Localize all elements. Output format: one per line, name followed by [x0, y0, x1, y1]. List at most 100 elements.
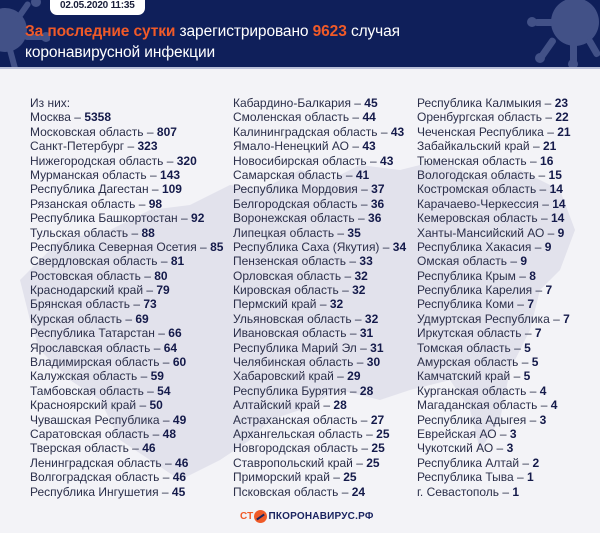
virus-decoration-icon	[527, 0, 600, 67]
list-item: Санкт-Петербург – 323	[30, 139, 158, 154]
list-item: Вологодская область – 15	[417, 167, 562, 182]
list-item: Волгоградская область – 46	[30, 470, 187, 485]
list-item: Удмуртская Республика – 7	[417, 311, 570, 326]
list-item: Новосибирская область – 43	[233, 153, 394, 168]
list-item: Рязанская область – 98	[30, 196, 163, 211]
list-item: Республика Калмыкия – 23	[417, 96, 569, 110]
list-item: Москва – 5358	[30, 110, 112, 125]
list-item: Псковская область – 24	[233, 484, 366, 499]
list-item: Республика Северная Осетия – 85	[30, 239, 224, 254]
list-item: Магаданская область – 4	[417, 398, 558, 413]
list-item: Республика Татарстан – 66	[30, 326, 182, 341]
list-item: Мурманская область – 143	[30, 167, 181, 182]
list-item: Воронежская область – 36	[233, 211, 382, 226]
logo-suffix: ПКОРОНАВИРУС.РФ	[268, 511, 374, 522]
list-item: Смоленская область – 44	[233, 110, 376, 125]
list-item: Саратовская область – 48	[30, 426, 176, 441]
list-item: Липецкая область – 35	[233, 225, 361, 240]
column-2: Кабардино-Балкария – 45 Смоленская облас…	[233, 96, 406, 499]
virus-decoration-icon	[0, 0, 50, 67]
list-item: Чеченская Республика – 21	[417, 124, 571, 139]
list-item: Архангельская область – 25	[233, 426, 390, 441]
list-item: Республика Тыва – 1	[417, 470, 534, 485]
column-3: Республика Калмыкия – 23 Оренбургская об…	[417, 96, 571, 499]
list-item: Ярославская область – 64	[30, 340, 178, 355]
stop-virus-icon	[254, 510, 268, 523]
list-item: Московская область – 807	[30, 124, 177, 139]
list-item: Республика Крым – 8	[417, 268, 536, 283]
list-item: Кабардино-Балкария – 45	[233, 96, 378, 110]
headline-mid: зарегистрировано	[175, 23, 313, 40]
stopcoronavirus-logo: СТ ПКОРОНАВИРУС.РФ	[240, 510, 374, 523]
list-item: Краснодарский край – 79	[30, 283, 170, 298]
list-item: Ставропольский край – 25	[233, 455, 380, 470]
list-item: Томская область – 5	[417, 340, 531, 355]
list-item: Алтайский край – 28	[233, 398, 347, 413]
list-item: Республика Марий Эл – 31	[233, 340, 384, 355]
list-item: Красноярский край – 50	[30, 398, 163, 413]
list-item: Астраханская область – 27	[233, 412, 385, 427]
list-item: Тверская область – 46	[30, 441, 156, 456]
list-item: Забайкальский край – 21	[417, 139, 557, 154]
list-item: Владимирская область – 60	[30, 355, 187, 370]
list-item: Республика Алтай – 2	[417, 455, 540, 470]
date-badge: 02.05.2020 11:35	[50, 0, 145, 15]
list-item: Самарская область – 41	[233, 167, 370, 182]
list-item: Приморский край – 25	[233, 470, 357, 485]
list-item: Ивановская область – 31	[233, 326, 374, 341]
list-item: Оренбургская область – 22	[417, 110, 569, 125]
list-item: Тамбовская область – 54	[30, 383, 171, 398]
headline-end: случая	[346, 23, 400, 40]
list-item: Тюменская область – 16	[417, 153, 554, 168]
header-banner: 02.05.2020 11:35 За последние сутки заре…	[0, 0, 600, 69]
list-item: Калининградская область – 43	[233, 124, 405, 139]
list-item: Челябинская область – 30	[233, 355, 381, 370]
list-item: Брянская область – 73	[30, 297, 157, 312]
list-item: Республика Бурятия – 28	[233, 383, 374, 398]
list-item: Республика Коми – 7	[417, 297, 534, 312]
list-item: Чукотский АО – 3	[417, 441, 514, 456]
list-item: Республика Дагестан – 109	[30, 182, 182, 197]
list-item: Пермский край – 32	[233, 297, 344, 312]
total-cases-count: 9623	[312, 23, 347, 40]
list-item: Еврейская АО – 3	[417, 426, 517, 441]
list-item: Ханты-Мансийский АО – 9	[417, 225, 565, 240]
list-item: Амурская область – 5	[417, 355, 539, 370]
headline: За последние сутки зарегистрировано 9623…	[25, 21, 400, 63]
list-item: Республика Мордовия – 37	[233, 182, 385, 197]
list-item: Калужская область – 59	[30, 369, 164, 384]
list-item: Республика Саха (Якутия) – 34	[233, 239, 407, 254]
list-item: Костромская область – 14	[417, 182, 563, 197]
list-intro: Из них:	[30, 96, 71, 110]
list-item: Ростовская область – 80	[30, 268, 168, 283]
headline-accent: За последние сутки	[25, 23, 176, 40]
list-item: г. Севастополь – 1	[417, 484, 520, 499]
list-item: Хабаровский край – 29	[233, 369, 361, 384]
list-item: Республика Адыгея – 3	[417, 412, 547, 427]
list-item: Курская область – 69	[30, 311, 149, 326]
list-item: Камчатский край – 5	[417, 369, 531, 384]
headline-line2: коронавирусной инфекции	[25, 44, 216, 61]
list-item: Свердловская область – 81	[30, 254, 185, 269]
russia-map-background	[0, 90, 600, 510]
list-item: Нижегородская область – 320	[30, 153, 197, 168]
list-item: Ульяновская область – 32	[233, 311, 379, 326]
list-item: Республика Карелия – 7	[417, 283, 553, 298]
column-1: Из них: Москва – 5358 Московская область…	[30, 96, 223, 499]
list-item: Новгородская область – 25	[233, 441, 385, 456]
list-item: Пензенская область – 33	[233, 254, 373, 269]
logo-prefix: СТ	[240, 511, 254, 522]
list-item: Кемеровская область – 14	[417, 211, 565, 226]
list-item: Белгородская область – 36	[233, 196, 385, 211]
list-item: Ленинградская область – 46	[30, 455, 189, 470]
list-item: Орловская область – 32	[233, 268, 368, 283]
list-item: Омская область – 9	[417, 254, 528, 269]
list-item: Республика Башкортостан – 92	[30, 211, 205, 226]
list-item: Чувашская Республика – 49	[30, 412, 187, 427]
list-item: Кировская область – 32	[233, 283, 366, 298]
list-item: Карачаево-Черкессия – 14	[417, 196, 566, 211]
list-item: Курганская область – 4	[417, 383, 547, 398]
list-item: Республика Ингушетия – 45	[30, 484, 186, 499]
list-item: Иркутская область – 7	[417, 326, 542, 341]
list-item: Тульская область – 88	[30, 225, 155, 240]
